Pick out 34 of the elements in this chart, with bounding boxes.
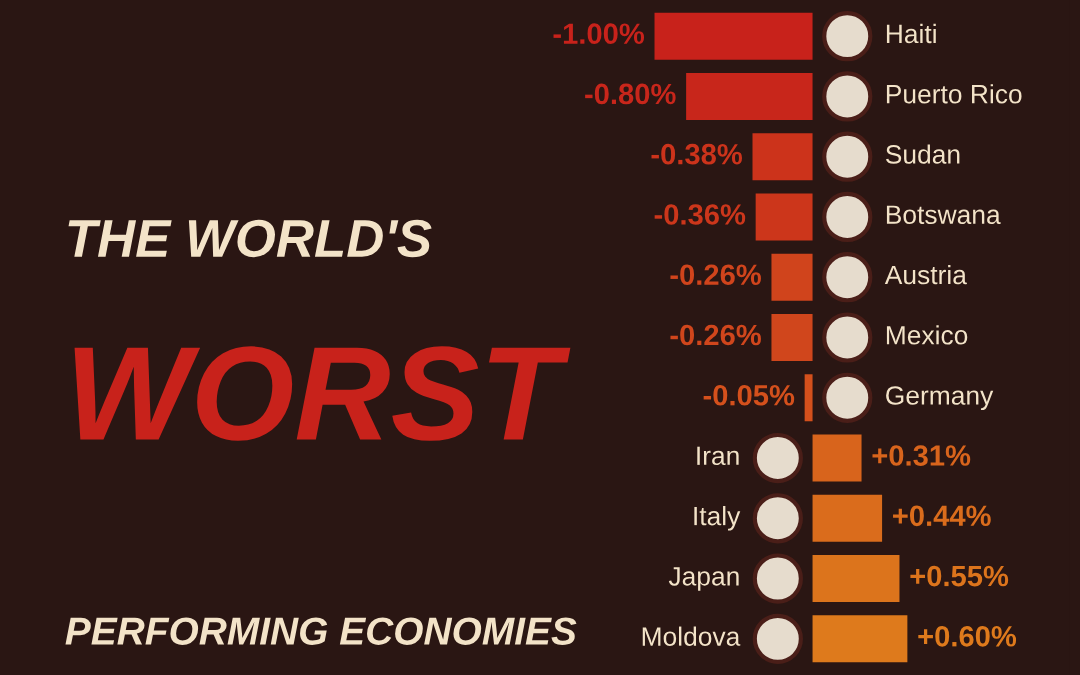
data-label: -1.00% — [553, 23, 645, 44]
bar — [812, 434, 862, 482]
y-tick-label: Italy — [694, 506, 741, 531]
bar — [812, 555, 900, 603]
data-label: -0.05% — [703, 384, 795, 406]
data-label: +0.55% — [910, 565, 1009, 587]
y-tick-label: Haiti — [886, 23, 936, 44]
bar — [812, 615, 908, 663]
y-tick-label: Germany — [886, 386, 994, 411]
data-label: +0.60% — [918, 626, 1017, 647]
bar — [686, 72, 813, 120]
bar — [812, 494, 883, 542]
data-label: -0.80% — [585, 83, 676, 105]
data-label: +0.31% — [872, 445, 971, 466]
bar — [771, 314, 813, 361]
y-tick-label: Sudan — [885, 144, 960, 164]
bar — [771, 253, 813, 301]
data-label: -0.36% — [654, 204, 746, 225]
y-tick-label: Japan — [668, 567, 739, 591]
data-label: +0.44% — [893, 505, 991, 527]
y-tick-label: Puerto Rico — [886, 84, 1022, 104]
bar — [804, 374, 813, 422]
y-tick-label: Botswana — [886, 205, 1001, 225]
y-tick-label: Mexico — [886, 325, 968, 345]
chart-title: THE WORLD'S WORST PERFORMING ECONOMIES — [65, 219, 577, 645]
data-label: -0.26% — [670, 324, 761, 346]
data-label: -0.26% — [670, 264, 761, 286]
y-tick-label: Iran — [697, 446, 739, 466]
data-label: -0.38% — [651, 143, 743, 165]
bar — [654, 12, 813, 60]
y-tick-label: Moldova — [642, 626, 741, 646]
bar — [752, 133, 813, 181]
y-tick-label: Austria — [884, 264, 967, 285]
bar — [755, 193, 813, 241]
